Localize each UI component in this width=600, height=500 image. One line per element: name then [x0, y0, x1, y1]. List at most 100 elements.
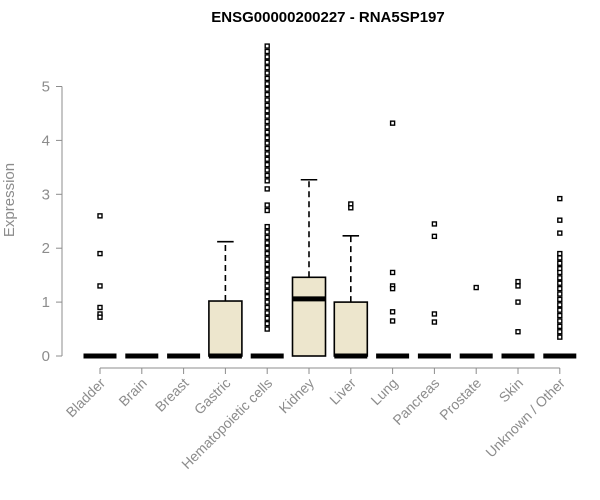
outlier-point: [389, 285, 396, 292]
outlier-point: [515, 278, 521, 285]
outlier-point: [264, 272, 270, 278]
outlier-point: [264, 86, 270, 92]
outlier-point: [557, 260, 563, 266]
x-tick-label: Lung: [367, 375, 400, 408]
outlier-point: [515, 283, 521, 289]
x-tick-label: Bladder: [63, 375, 109, 421]
outlier-point: [557, 195, 563, 202]
outlier-point: [264, 113, 270, 119]
outlier-point: [264, 97, 270, 103]
x-tick-label: Unknown / Other: [482, 375, 568, 461]
outlier-point: [557, 302, 563, 308]
outlier-point: [97, 304, 103, 311]
outlier-point: [264, 186, 270, 192]
x-tick-label: Liver: [326, 375, 359, 408]
outlier-point: [557, 230, 563, 236]
outlier-point: [389, 309, 396, 315]
outlier-point: [264, 91, 270, 98]
outlier-point: [264, 151, 270, 157]
outlier-point: [264, 102, 270, 109]
outlier-point: [264, 299, 270, 305]
outlier-point: [389, 318, 396, 324]
outlier-point: [264, 54, 270, 60]
y-tick-label: 1: [42, 294, 50, 311]
outlier-point: [264, 234, 270, 241]
outlier-point: [557, 269, 563, 276]
outlier-point: [557, 323, 563, 330]
outlier-point: [264, 315, 270, 321]
y-tick-label: 0: [42, 348, 50, 365]
outlier-point: [557, 280, 563, 286]
outlier-point: [264, 310, 270, 316]
outlier-point: [264, 64, 270, 71]
outlier-point: [264, 267, 270, 273]
outlier-point: [264, 156, 270, 162]
outlier-point: [515, 329, 521, 335]
outlier-point: [264, 294, 270, 300]
y-axis-label: Expression: [1, 163, 18, 237]
outlier-point: [389, 269, 396, 276]
y-tick-label: 5: [42, 79, 50, 96]
outlier-point: [557, 334, 563, 340]
outlier-point: [264, 304, 270, 311]
outlier-point: [264, 48, 270, 55]
outlier-point: [389, 120, 396, 126]
x-tick-label: Prostate: [436, 375, 484, 423]
x-tick-label: Breast: [152, 375, 192, 415]
y-axis: 0 1 2 3 4 5: [42, 79, 63, 365]
outlier-point: [557, 312, 563, 319]
outlier-point: [264, 261, 270, 268]
outlier-point: [264, 145, 270, 152]
outlier-point: [431, 311, 438, 317]
outlier-point: [97, 250, 103, 257]
y-tick-label: 2: [42, 240, 50, 257]
outlier-point: [264, 124, 270, 130]
outlier-point: [557, 296, 563, 303]
outlier-point: [264, 326, 270, 332]
outlier-point: [557, 250, 563, 257]
box-iqr: [333, 301, 369, 357]
outlier-point: [264, 108, 270, 114]
outliers-layer: [97, 43, 563, 340]
outlier-point: [264, 118, 270, 125]
outlier-point: [97, 213, 103, 219]
outlier-point: [557, 318, 563, 324]
chart-title: ENSG00000200227 - RNA5SP197: [211, 9, 444, 26]
outlier-point: [264, 70, 270, 76]
x-tick-label: Skin: [496, 375, 527, 406]
outlier-point: [264, 167, 270, 173]
outlier-point: [264, 223, 270, 230]
outlier-point: [264, 320, 270, 327]
outlier-point: [264, 81, 270, 87]
outlier-point: [557, 275, 563, 281]
outlier-point: [557, 307, 563, 313]
y-tick-label: 4: [42, 132, 50, 149]
outlier-point: [264, 135, 270, 141]
outlier-point: [557, 291, 563, 297]
outlier-point: [264, 229, 270, 235]
outlier-point: [431, 319, 438, 325]
outlier-point: [557, 255, 563, 261]
outlier-point: [264, 178, 270, 184]
outlier-point: [557, 217, 563, 223]
box-liver: [333, 235, 369, 359]
outlier-point: [264, 129, 270, 136]
outlier-point: [264, 245, 270, 251]
box-gastric: [208, 240, 243, 359]
outlier-point: [557, 329, 563, 335]
box-kidney: [291, 178, 327, 357]
outlier-point: [348, 205, 354, 211]
outlier-point: [431, 221, 438, 227]
box-iqr: [208, 300, 243, 357]
outlier-point: [264, 161, 270, 168]
outlier-point: [264, 250, 270, 257]
outlier-point: [264, 256, 270, 262]
x-tick-label: Kidney: [276, 375, 318, 417]
outlier-point: [264, 43, 270, 49]
outlier-point: [515, 299, 521, 305]
y-tick-label: 3: [42, 186, 50, 203]
boxes-layer: [83, 178, 577, 359]
outlier-point: [264, 59, 270, 65]
